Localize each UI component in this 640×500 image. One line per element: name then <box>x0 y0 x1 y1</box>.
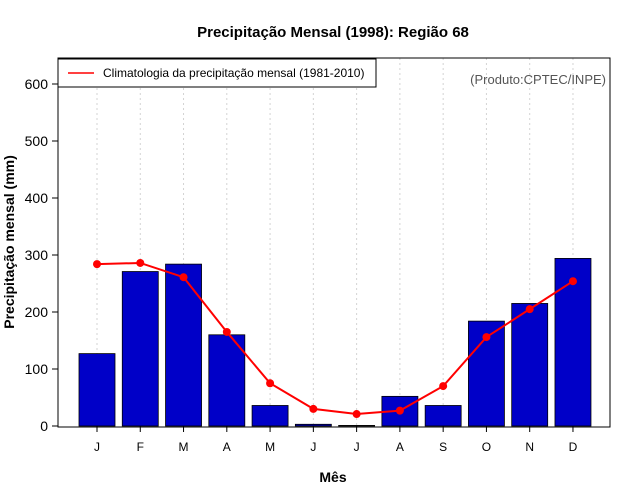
y-axis-label: Precipitação mensal (mm) <box>1 155 17 329</box>
y-tick-label: 500 <box>25 133 49 149</box>
climatology-point-11 <box>525 305 534 314</box>
legend-box <box>57 58 377 88</box>
climatology-point-1 <box>93 260 101 269</box>
climatology-point-2 <box>136 258 145 267</box>
x-tick-label: A <box>223 440 231 454</box>
y-tick-label: 100 <box>25 361 49 377</box>
climatology-point-4 <box>222 327 231 336</box>
x-tick-label: A <box>396 440 404 454</box>
x-tick-label: D <box>569 440 578 454</box>
climatology-point-12 <box>568 277 577 286</box>
bar-1 <box>78 353 116 427</box>
x-tick-label: J <box>310 440 316 454</box>
bar-11 <box>511 303 549 427</box>
y-tick-label: 400 <box>25 190 49 206</box>
y-tick-label: 0 <box>40 418 48 434</box>
climatology-point-8 <box>395 406 404 415</box>
bar-6 <box>294 423 332 427</box>
x-tick-label: M <box>179 440 189 454</box>
x-axis-label: Mês <box>319 469 346 485</box>
y-tick-label: 300 <box>25 247 49 263</box>
legend-label: Climatologia da precipitação mensal (198… <box>103 66 364 80</box>
legend: Climatologia da precipitação mensal (198… <box>57 58 377 88</box>
climatology-point-9 <box>439 382 448 391</box>
y-tick-label: 200 <box>25 304 49 320</box>
x-tick-label: N <box>525 440 534 454</box>
credit-annotation: (Produto:CPTEC/INPE) <box>470 72 606 87</box>
bar-2 <box>121 271 159 427</box>
x-tick-label: S <box>439 440 447 454</box>
bar-5 <box>251 405 289 427</box>
climatology-point-10 <box>482 333 491 342</box>
x-tick-label: O <box>482 440 491 454</box>
climatology-point-5 <box>266 379 275 388</box>
climatology-point-7 <box>352 410 361 419</box>
x-tick-label: F <box>137 440 144 454</box>
y-tick-label: 600 <box>25 76 49 92</box>
climatology-line <box>93 258 577 419</box>
plot-frame <box>57 57 611 428</box>
x-tick-label: J <box>94 440 100 454</box>
bars <box>78 258 592 427</box>
climatology-point-3 <box>179 273 188 282</box>
climatology-point-6 <box>309 404 318 413</box>
bar-4 <box>208 334 246 427</box>
bar-7 <box>338 425 376 427</box>
bar-9 <box>424 405 462 427</box>
axes: 0 100 200 300 400 500 600 J F M A M J J A S O N D <box>25 76 578 454</box>
x-tick-label: J <box>354 440 360 454</box>
climatology-polyline <box>96 261 574 416</box>
bar-3 <box>165 263 202 427</box>
bar-12 <box>554 258 592 427</box>
chart-title: Precipitação Mensal (1998): Região 68 <box>197 24 469 41</box>
x-tick-label: M <box>265 440 275 454</box>
